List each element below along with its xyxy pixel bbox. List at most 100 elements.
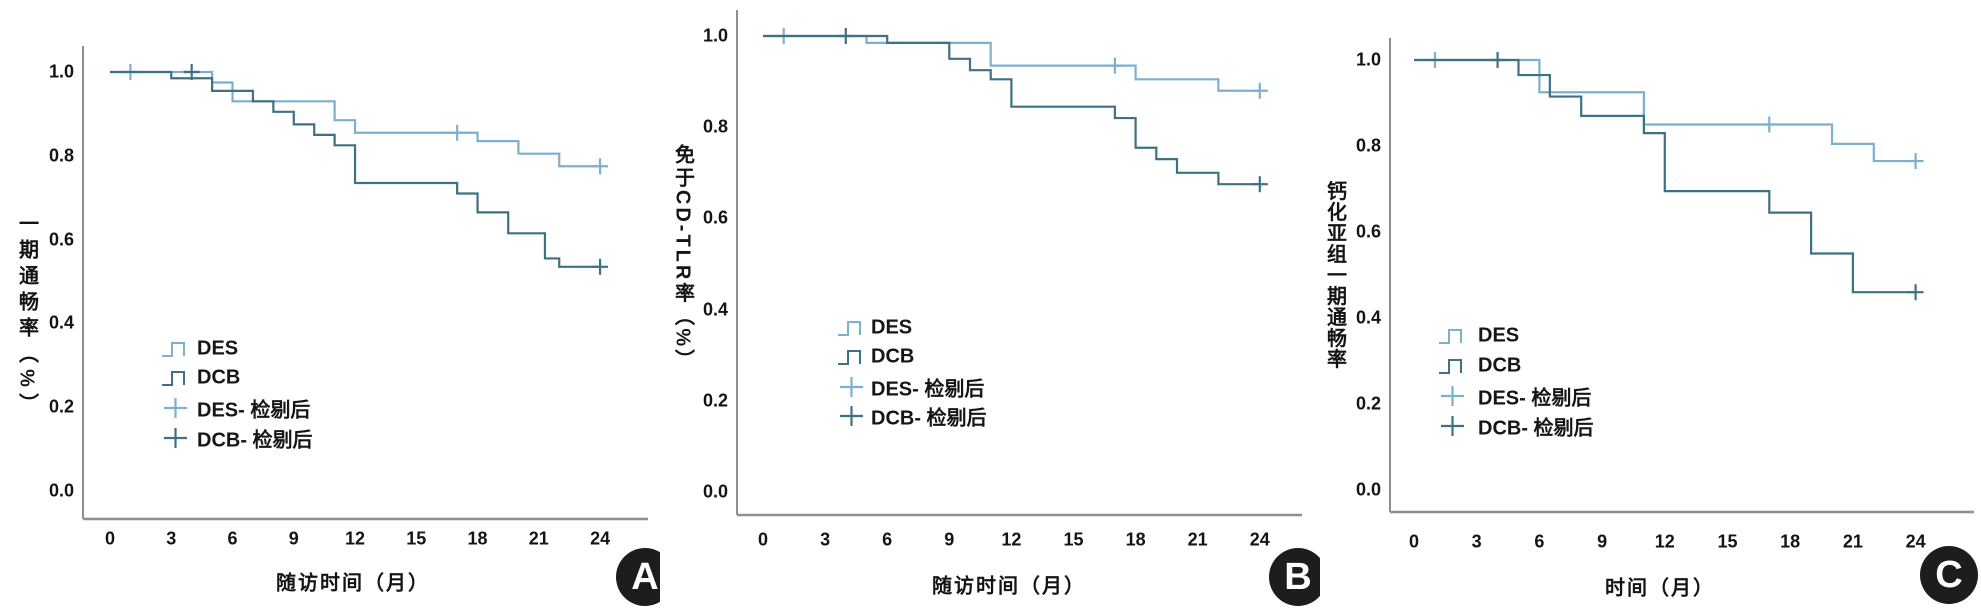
legend-step-icon-dcb [838, 350, 861, 365]
x-tick-label: 6 [882, 529, 893, 550]
panel-A: 1.0 0.8 0.6 0.4 0.2 0.0 0 3 6 9 12 15 18 21 24 随访时间（月） 一… [0, 0, 674, 613]
x-tick-label: 9 [1597, 531, 1608, 552]
x-tick-label: 15 [1717, 531, 1738, 552]
y-tick-label: 0.2 [702, 390, 728, 411]
legend-label-dcb: DCB [197, 366, 241, 389]
y-tick-label: 0.2 [48, 396, 74, 417]
y-tick-label: 0.8 [1355, 135, 1381, 156]
legend-label-dcb: DCB [1478, 354, 1522, 377]
panel-badge-b: B [1269, 548, 1327, 606]
y-axis-title: 一期通畅率（%） [15, 213, 38, 419]
y-tick-label: 0.0 [1355, 479, 1381, 500]
legend-label-dcb-censored: DCB- 检剔后 [197, 429, 313, 452]
legend-label-des: DES [1478, 324, 1520, 347]
y-tick-label: 0.0 [48, 480, 74, 501]
x-tick-label: 12 [1654, 531, 1675, 552]
dcb-survival-curve [110, 70, 601, 268]
km-plot-A [82, 46, 648, 521]
dcb-censor-mark [592, 258, 609, 275]
y-tick-label: 1.0 [702, 25, 728, 46]
x-tick-label: 9 [944, 529, 955, 550]
des-censor-mark [592, 158, 609, 175]
legend-label-des: DES [871, 316, 913, 339]
x-tick-label: 0 [104, 528, 116, 549]
y-tick-label: 0.8 [702, 116, 728, 137]
x-axis-title: 时间（月） [1605, 577, 1715, 600]
des-censor-mark [449, 124, 466, 141]
legend-step-icon-des [838, 321, 861, 336]
y-tick-label: 0.8 [48, 145, 74, 166]
y-axis-title: 免于CD-TLR率（%） [671, 143, 694, 373]
x-tick-label: 24 [590, 528, 611, 549]
des-censor-mark [1106, 57, 1123, 74]
panel-B: 1.0 0.8 0.6 0.4 0.2 0.0 0 3 6 9 12 15 18 21 24 随访时间（月） 免… [660, 0, 1327, 613]
legend-label-dcb-censored: DCB- 检剔后 [1478, 417, 1594, 440]
y-tick-label: 0.6 [702, 207, 728, 228]
y-tick-label: 0.4 [1355, 307, 1381, 328]
x-tick-label: 6 [1534, 531, 1545, 552]
x-tick-label: 18 [467, 528, 488, 549]
x-tick-label: 3 [1471, 531, 1482, 552]
y-tick-label: 0.0 [702, 481, 728, 502]
legend-step-icon-des [1439, 329, 1462, 344]
panel-badge-c: C [1920, 546, 1978, 604]
x-axis-title: 随访时间（月） [276, 572, 430, 595]
x-tick-label: 24 [1249, 529, 1270, 550]
y-tick-label: 0.4 [48, 312, 74, 333]
legend-censor-icon-des [164, 398, 187, 418]
dcb-survival-curve [763, 34, 1260, 186]
legend-label-dcb-censored: DCB- 检剔后 [871, 407, 987, 430]
legend-censor-icon-des [840, 377, 863, 397]
y-tick-label: 1.0 [1355, 49, 1381, 70]
y-tick-label: 1.0 [48, 61, 74, 82]
x-axis-title: 随访时间（月） [932, 575, 1086, 598]
dcb-censor-mark [1489, 52, 1506, 68]
y-axis-title: 钙化亚组一期通畅率 [1323, 180, 1346, 370]
x-tick-label: 3 [166, 528, 177, 549]
legend-label-des-censored: DES- 检剔后 [871, 378, 985, 401]
legend-label-des-censored: DES- 检剔后 [1478, 387, 1592, 410]
legend-censor-icon-des [1441, 386, 1464, 406]
x-tick-label: 0 [757, 529, 769, 550]
km-plot-B [736, 10, 1302, 517]
des-survival-curve [763, 34, 1260, 92]
x-tick-label: 12 [1001, 529, 1022, 550]
des-censor-mark [1907, 153, 1924, 170]
x-tick-label: 21 [528, 528, 549, 549]
x-tick-label: 15 [406, 528, 427, 549]
y-tick-label: 0.2 [1355, 393, 1381, 414]
dcb-censor-mark [837, 28, 854, 44]
x-tick-label: 18 [1780, 531, 1801, 552]
y-tick-label: 0.6 [48, 229, 74, 250]
des-censor-mark [1251, 82, 1268, 99]
x-tick-label: 21 [1842, 531, 1863, 552]
x-tick-label: 9 [288, 528, 299, 549]
legend-label-des: DES [197, 337, 239, 360]
x-tick-label: 15 [1063, 529, 1084, 550]
dcb-censor-mark [183, 64, 200, 80]
x-tick-label: 12 [345, 528, 366, 549]
panel-C: 1.0 0.8 0.6 0.4 0.2 0.0 0 3 6 9 12 15 18 21 24 时间（月） 钙化亚… [1320, 0, 1981, 613]
legend-step-icon-des [162, 342, 185, 357]
x-tick-label: 24 [1905, 531, 1926, 552]
y-tick-label: 0.4 [702, 299, 728, 320]
km-plot-C [1389, 38, 1974, 514]
dcb-survival-curve [1414, 58, 1916, 294]
legend-censor-icon-dcb [1441, 416, 1464, 436]
legend-step-icon-dcb [162, 371, 185, 386]
y-tick-label: 0.6 [1355, 221, 1381, 242]
des-censor-mark [1761, 116, 1778, 133]
dcb-censor-mark [1251, 176, 1268, 193]
dcb-censor-mark [1907, 284, 1924, 301]
des-survival-curve [110, 70, 601, 168]
x-tick-label: 21 [1187, 529, 1208, 550]
x-tick-label: 18 [1125, 529, 1146, 550]
x-tick-label: 6 [227, 528, 238, 549]
legend-censor-icon-dcb [840, 406, 863, 426]
legend-censor-icon-dcb [164, 428, 187, 448]
x-tick-label: 3 [820, 529, 831, 550]
x-tick-label: 0 [1408, 531, 1420, 552]
legend-label-dcb: DCB [871, 345, 915, 368]
legend-step-icon-dcb [1439, 359, 1462, 374]
